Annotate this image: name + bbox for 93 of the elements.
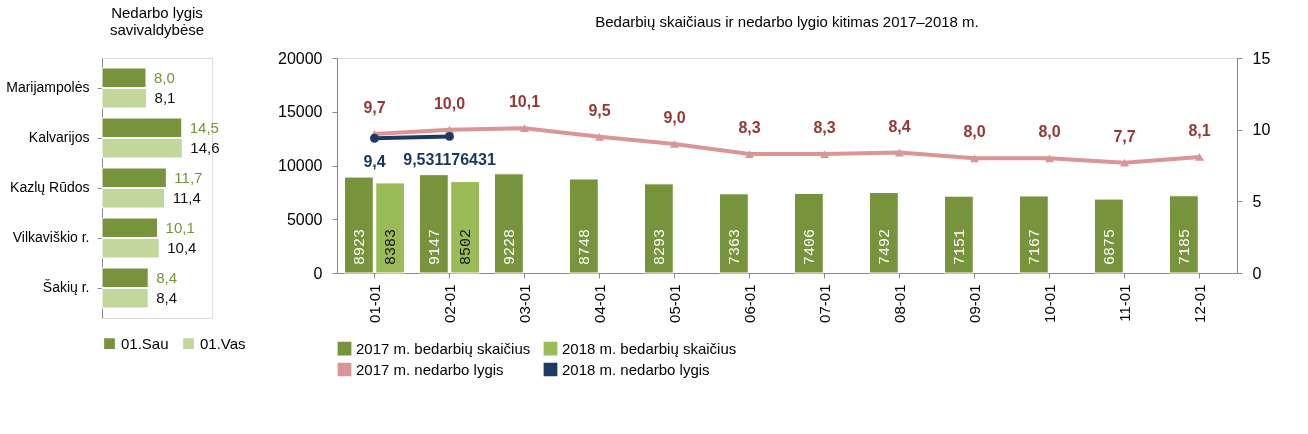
point	[1120, 158, 1129, 167]
data-label: 7406	[801, 228, 819, 265]
data-label: 7151	[951, 228, 969, 265]
y-tick-label: 5000	[286, 210, 323, 228]
bar	[719, 193, 749, 274]
data-label: 6875	[1101, 228, 1119, 265]
bar	[1019, 195, 1049, 274]
x-tick-label: 05-01	[665, 284, 683, 323]
data-label: 7363	[726, 228, 744, 265]
x-tick-label: 06-01	[740, 284, 758, 323]
x-tick-label: 09-01	[965, 284, 983, 323]
data-label: 9,0	[663, 109, 686, 126]
bar	[794, 192, 824, 274]
data-label: 8,0	[963, 123, 986, 141]
bar	[1169, 195, 1199, 274]
data-label: 8383	[383, 228, 401, 265]
point	[1045, 154, 1054, 163]
legend-label: 2018 m. bedarbių skaičius	[562, 339, 737, 357]
bar	[644, 183, 674, 274]
x-tick-label: 08-01	[890, 284, 908, 323]
data-label: 14,6	[190, 139, 220, 157]
legend-label: 01.Vas	[200, 334, 246, 352]
y-tick-label: 15000	[278, 103, 323, 121]
data-label: 9228	[501, 228, 519, 265]
point	[670, 140, 679, 148]
y-tick-label: Marijampolės	[6, 79, 90, 95]
legend-label: 2017 m. nedarbo lygis	[356, 360, 504, 378]
data-label: 14,5	[189, 118, 219, 136]
x-tick-label: 03-01	[515, 284, 533, 323]
x-tick-label: 04-01	[590, 284, 608, 323]
data-label: 8502	[458, 228, 476, 265]
point	[595, 132, 604, 141]
y2-tick-label: 10	[1252, 121, 1271, 139]
data-label: 8,1	[1188, 121, 1211, 139]
point	[1195, 153, 1204, 161]
bar	[569, 178, 599, 274]
data-label: 10,4	[167, 239, 197, 257]
y-tick-label: Kalvarijos	[28, 129, 90, 145]
x-tick-label: 10-01	[1040, 284, 1058, 323]
y-tick-label: 20000	[278, 49, 323, 67]
x-tick-label: 12-01	[1190, 284, 1208, 323]
point	[820, 150, 829, 158]
y2-tick-label: 0	[1252, 264, 1262, 282]
data-label: 8293	[651, 228, 669, 265]
data-label: 9,4	[363, 153, 386, 171]
point	[970, 154, 979, 163]
data-label: 8,3	[813, 119, 836, 137]
data-label: 8,4	[888, 117, 911, 135]
data-label: 8923	[351, 228, 369, 265]
y2-tick-label: 5	[1252, 192, 1262, 210]
x-tick-label: 02-01	[440, 284, 458, 323]
data-label: 8,4	[156, 268, 178, 286]
data-label: 9147	[426, 228, 444, 265]
y-tick-label: Vilkaviškio r.	[12, 229, 90, 245]
point	[520, 124, 529, 133]
point	[445, 131, 454, 141]
bar	[1094, 198, 1124, 274]
y-tick-label: Šakių r.	[42, 279, 90, 295]
point	[745, 150, 754, 158]
data-label: 8,4	[156, 289, 178, 307]
chart-title: Nedarbo lygis savivaldybėse	[109, 4, 205, 38]
x-tick-label: 11-01	[1115, 284, 1133, 322]
bar	[869, 191, 899, 274]
data-label: 9,5	[588, 101, 611, 119]
y2-tick-label: 15	[1252, 49, 1271, 67]
data-label: 10,0	[433, 94, 466, 112]
data-label: 9,531176431	[403, 151, 496, 169]
data-label: 10,1	[165, 218, 195, 236]
y-tick-label: 10000	[278, 157, 323, 174]
data-label: 7,7	[1113, 127, 1136, 145]
point	[370, 133, 379, 143]
data-label: 11,4	[172, 189, 201, 207]
legend-label: 2017 m. bedarbių skaičius	[356, 339, 531, 357]
data-label: 8,1	[154, 89, 176, 107]
data-label: 8748	[576, 228, 594, 265]
legend-label: 01.Sau	[121, 334, 169, 352]
bar	[944, 195, 974, 274]
x-tick-label: 07-01	[815, 284, 833, 323]
bar	[494, 173, 524, 274]
data-label: 8,0	[1038, 123, 1061, 141]
data-label: 7167	[1026, 228, 1044, 265]
data-label: 7492	[876, 228, 894, 265]
legend-label: 2018 m. nedarbo lygis	[562, 360, 710, 378]
data-label: 8,3	[738, 119, 761, 137]
data-label: 8,0	[154, 68, 175, 86]
chart-title: Bedarbių skaičiaus ir nedarbo lygio kitimas 2017–2018 m.	[595, 13, 979, 30]
data-label: 7185	[1176, 228, 1194, 265]
data-label: 11,7	[174, 168, 203, 186]
y-tick-label: 0	[313, 264, 323, 282]
data-label: 9,7	[363, 98, 386, 116]
y-tick-label: Kazlų Rūdos	[10, 179, 90, 195]
x-tick-label: 01-01	[365, 284, 383, 323]
data-label: 10,1	[508, 93, 541, 111]
